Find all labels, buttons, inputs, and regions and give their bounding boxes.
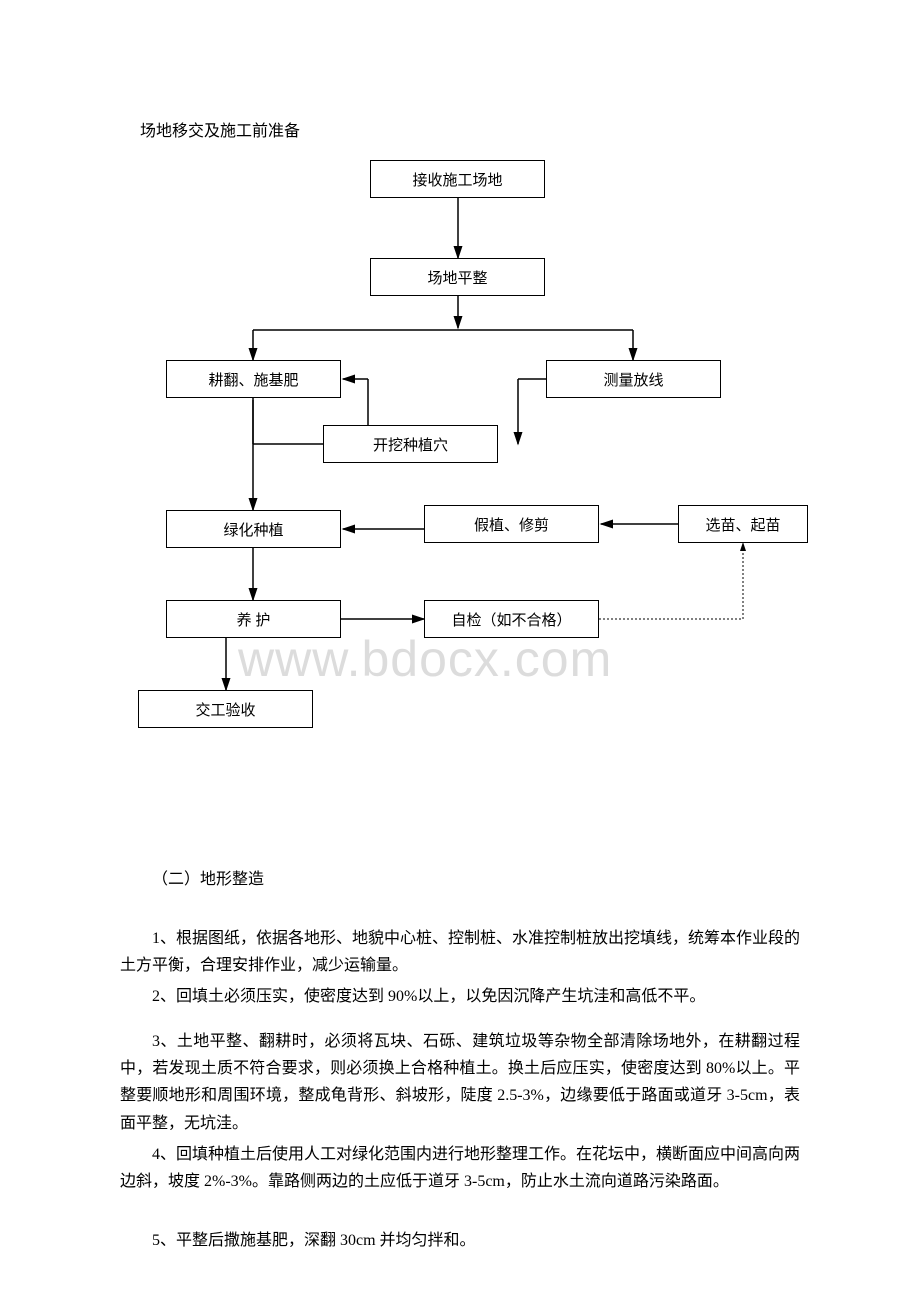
page-title: 场地移交及施工前准备 xyxy=(140,117,300,141)
paragraph-2: 2、回填土必须压实，使密度达到 90%以上，以免因沉降产生坑洼和高低不平。 xyxy=(120,983,800,1010)
flow-node-n3: 耕翻、施基肥 xyxy=(166,360,341,398)
paragraph-3: 3、土地平整、翻耕时，必须将瓦块、石砾、建筑垃圾等杂物全部清除场地外，在耕翻过程… xyxy=(120,1028,800,1137)
paragraph-5: 5、平整后撒施基肥，深翻 30cm 并均匀拌和。 xyxy=(120,1227,800,1254)
section-heading: （二）地形整造 xyxy=(120,866,800,893)
flow-node-n5: 开挖种植穴 xyxy=(323,425,498,463)
paragraph-1: 1、根据图纸，依据各地形、地貌中心桩、控制桩、水准控制桩放出挖填线，统筹本作业段… xyxy=(120,925,800,979)
flow-node-n4: 测量放线 xyxy=(546,360,721,398)
flow-node-n8: 选苗、起苗 xyxy=(678,505,808,543)
flow-node-n9: 养 护 xyxy=(166,600,341,638)
flowchart-container: 接收施工场地场地平整耕翻、施基肥 测量放线开挖种植穴绿化种植 假植、修剪 选苗、起苗养… xyxy=(138,150,818,770)
flow-node-n2: 场地平整 xyxy=(370,258,545,296)
flow-node-n6: 绿化种植 xyxy=(166,510,341,548)
flow-node-n10: 自检（如不合格） xyxy=(424,600,599,638)
flow-node-n7: 假植、修剪 xyxy=(424,505,599,543)
flow-node-n11: 交工验收 xyxy=(138,690,313,728)
paragraph-4: 4、回填种植土后使用人工对绿化范围内进行地形整理工作。在花坛中，横断面应中间高向… xyxy=(120,1141,800,1195)
flow-node-n1: 接收施工场地 xyxy=(370,160,545,198)
